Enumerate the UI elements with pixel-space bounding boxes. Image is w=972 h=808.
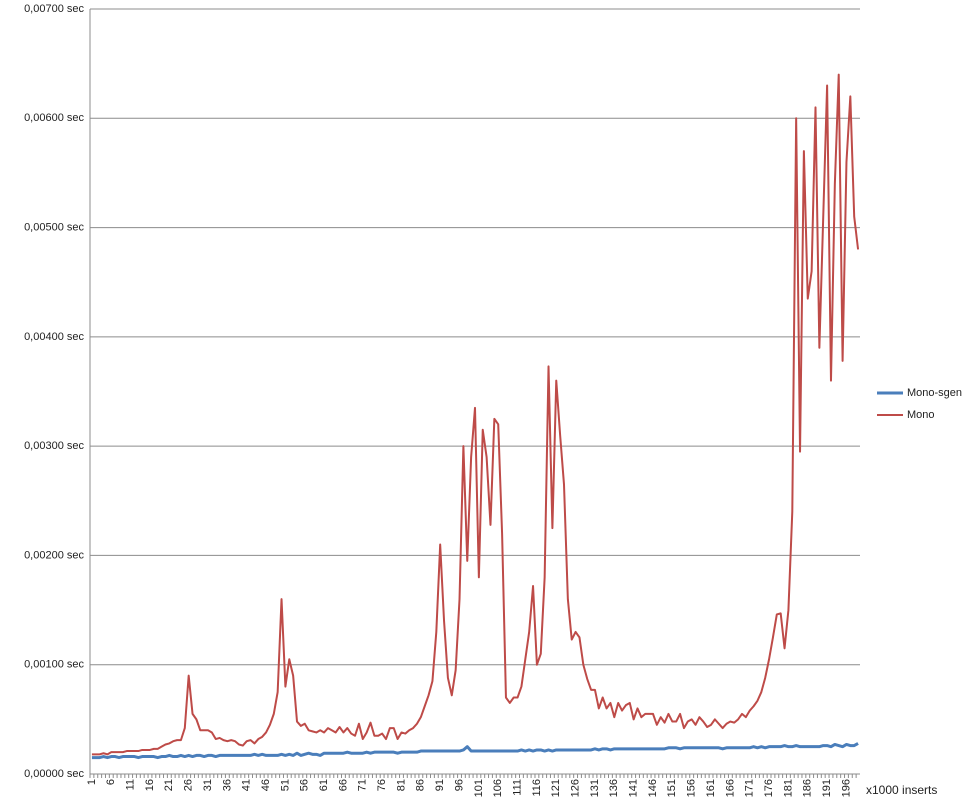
x-tick-label: 161	[705, 779, 717, 797]
y-tick-label: 0,00400 sec	[24, 331, 84, 343]
x-tick-label: 96	[453, 779, 465, 791]
x-tick-label: 171	[744, 779, 756, 797]
x-tick-label: 186	[802, 779, 814, 797]
x-tick-label: 1	[86, 779, 98, 785]
y-tick-label: 0,00100 sec	[24, 659, 84, 671]
x-tick-label: 11	[125, 779, 137, 790]
x-tick-label: 146	[647, 779, 659, 797]
x-tick-label: 166	[724, 779, 736, 797]
x-tick-label: 41	[241, 779, 253, 791]
line-series	[91, 73, 860, 756]
x-tick-label: 86	[415, 779, 427, 791]
x-tick-label: 106	[492, 779, 504, 797]
y-tick-label: 0,00700 sec	[24, 3, 84, 15]
x-tick-label: 51	[279, 779, 291, 791]
x-tick-label: 181	[782, 779, 794, 797]
x-tick-label: 6	[105, 779, 117, 785]
x-tick-label: 21	[163, 779, 175, 791]
x-tick-label: 126	[570, 779, 582, 797]
legend-label: Mono	[907, 409, 935, 421]
x-tick-label: 56	[299, 779, 311, 791]
x-tick-label: 81	[395, 779, 407, 791]
x-tick-label: 16	[144, 779, 156, 791]
y-tick-label: 0,00200 sec	[24, 549, 84, 561]
x-tick-label: 31	[202, 779, 214, 791]
x-axis-title: x1000 inserts	[866, 783, 937, 797]
x-tick-label: 71	[357, 779, 369, 791]
x-tick-label: 136	[608, 779, 620, 797]
x-tick-label: 116	[531, 779, 543, 797]
x-tick-label: 36	[221, 779, 233, 791]
x-tick-label: 121	[550, 779, 562, 797]
x-tick-label: 151	[666, 779, 678, 797]
y-tick-label: 0,00000 sec	[24, 768, 84, 780]
line-series	[91, 742, 859, 760]
x-tick-label: 76	[376, 779, 388, 791]
x-tick-label: 196	[840, 779, 852, 797]
x-tick-label: 26	[183, 779, 195, 791]
x-tick-label: 66	[337, 779, 349, 791]
x-tick-label: 156	[686, 779, 698, 797]
x-tick-label: 131	[589, 779, 601, 797]
legend-label: Mono-sgen	[907, 387, 962, 399]
x-tick-label: 91	[434, 779, 446, 791]
x-tick-label: 141	[628, 779, 640, 797]
y-tick-label: 0,00300 sec	[24, 440, 84, 452]
x-tick-label: 176	[763, 779, 775, 797]
x-tick-label: 101	[473, 779, 485, 797]
x-tick-label: 191	[821, 779, 833, 797]
y-tick-label: 0,00500 sec	[24, 221, 84, 233]
x-tick-label: 111	[511, 779, 523, 796]
x-tick-label: 61	[318, 779, 330, 791]
y-tick-label: 0,00600 sec	[24, 112, 84, 124]
x-tick-label: 46	[260, 779, 272, 791]
